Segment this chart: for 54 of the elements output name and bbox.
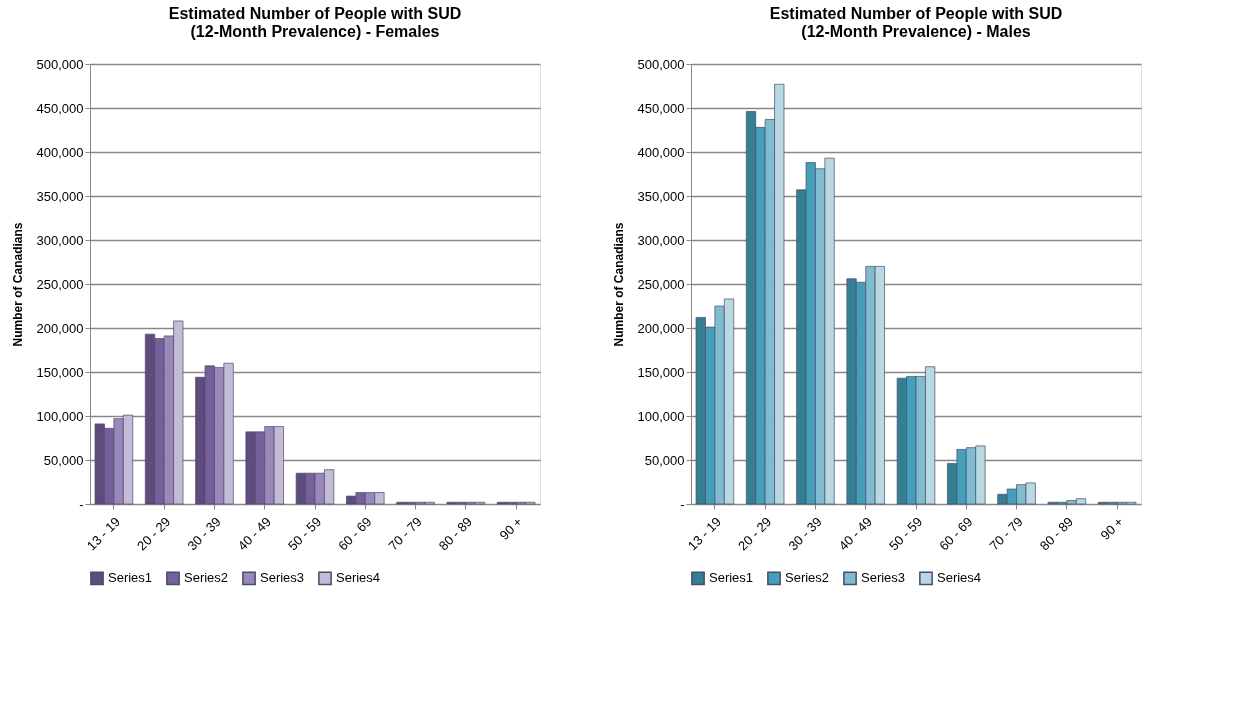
y-tick-label: 300,000 — [637, 232, 685, 248]
y-tick-label: 200,000 — [36, 320, 84, 336]
y-tick-label: 100,000 — [637, 408, 685, 424]
x-tick-label: 90 + — [496, 514, 526, 543]
y-tick-label: 450,000 — [637, 100, 685, 116]
legend-label: Series2 — [184, 570, 229, 586]
legend-label: Series3 — [260, 570, 305, 586]
legend-label: Series1 — [709, 570, 754, 586]
y-tick-label: 400,000 — [36, 144, 84, 160]
y-tick-label: 350,000 — [36, 188, 84, 204]
y-tick-label: 500,000 — [36, 56, 84, 72]
x-tick-label: 40 - 49 — [835, 514, 875, 554]
x-tick-label: 60 - 69 — [936, 514, 976, 554]
x-tick-label: 20 - 29 — [134, 514, 174, 554]
y-tick-label: 500,000 — [637, 56, 685, 72]
x-tick-label: 13 - 19 — [684, 514, 725, 554]
x-tick-label: 60 - 69 — [335, 514, 375, 554]
y-tick-label: 150,000 — [36, 364, 84, 380]
x-tick-label: 20 - 29 — [735, 514, 775, 554]
text: Estimated Number of People with SUD — [769, 5, 1063, 22]
y-tick-label: - — [680, 496, 685, 512]
y-axis-title: Number of Canadians — [10, 222, 25, 347]
y-tick-label: 250,000 — [637, 276, 685, 292]
y-axis-title: Number of Canadians — [611, 222, 626, 347]
x-tick-label: 80 - 89 — [1036, 514, 1077, 554]
x-tick-label: 30 - 39 — [785, 514, 825, 554]
x-tick-label: 50 - 59 — [284, 514, 325, 554]
y-tick-label: 50,000 — [644, 452, 685, 468]
x-tick-label: 30 - 39 — [184, 514, 224, 554]
y-tick-label: 300,000 — [36, 232, 84, 248]
x-tick-label: 90 + — [1097, 514, 1127, 543]
y-tick-label: 50,000 — [43, 452, 84, 468]
text: (12-Month Prevalence) - Males — [801, 23, 1031, 40]
y-tick-label: 100,000 — [36, 408, 84, 424]
x-tick-label: 13 - 19 — [83, 514, 124, 554]
y-tick-label: 350,000 — [637, 188, 685, 204]
x-tick-label: 50 - 59 — [885, 514, 926, 554]
y-tick-label: - — [79, 496, 84, 512]
x-tick-label: 80 - 89 — [435, 514, 476, 554]
y-tick-label: 450,000 — [36, 100, 84, 116]
legend-label: Series3 — [861, 570, 906, 586]
y-tick-label: 400,000 — [637, 144, 685, 160]
legend-label: Series4 — [336, 570, 381, 586]
x-tick-label: 70 - 79 — [986, 514, 1026, 554]
legend-label: Series2 — [785, 570, 830, 586]
text: (12-Month Prevalence) - Females — [190, 23, 440, 40]
x-tick-label: 70 - 79 — [385, 514, 425, 554]
y-tick-label: 150,000 — [637, 364, 685, 380]
text: Estimated Number of People with SUD — [168, 5, 462, 22]
y-tick-label: 250,000 — [36, 276, 84, 292]
legend-label: Series1 — [108, 570, 153, 586]
x-tick-label: 40 - 49 — [234, 514, 274, 554]
legend-label: Series4 — [937, 570, 982, 586]
y-tick-label: 200,000 — [637, 320, 685, 336]
